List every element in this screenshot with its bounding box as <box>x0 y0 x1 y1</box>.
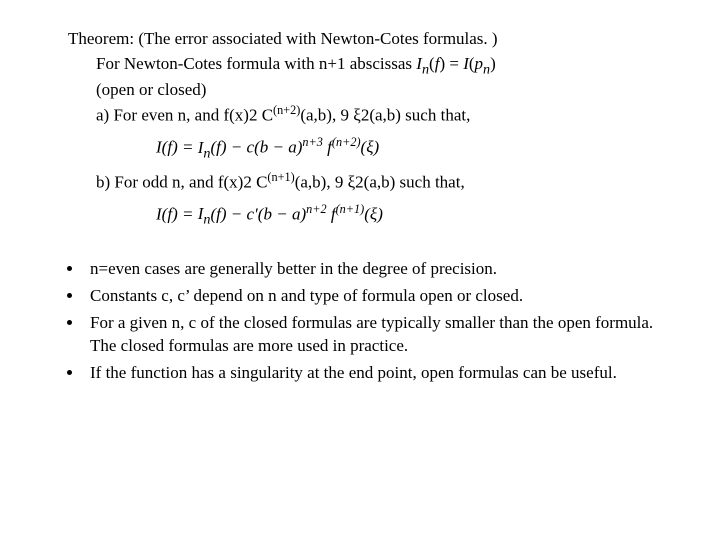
a-c: C <box>257 106 273 125</box>
theorem-block: Theorem: (The error associated with Newt… <box>68 28 680 230</box>
theorem-line-2: (open or closed) <box>96 79 680 102</box>
theorem-line-1: For Newton-Cotes formula with n+1 abscis… <box>96 53 680 80</box>
a-sup: (n+2) <box>273 103 300 117</box>
theorem-title: Theorem: (The error associated with Newt… <box>68 28 680 51</box>
bullet-list: n=even cases are generally better in the… <box>56 258 680 385</box>
theorem-body: For Newton-Cotes formula with n+1 abscis… <box>96 53 680 230</box>
b-in-sym: 2 <box>243 173 252 192</box>
a-exists: 9 <box>340 106 353 125</box>
case-b: b) For odd n, and f(x)2 C(n+1)(a,b), 9 ξ… <box>96 169 680 195</box>
list-item: n=even cases are generally better in the… <box>84 258 680 281</box>
list-item: Constants c, c’ depend on n and type of … <box>84 285 680 308</box>
list-item: For a given n, c of the closed formulas … <box>84 312 680 358</box>
list-item: If the function has a singularity at the… <box>84 362 680 385</box>
slide-content: Theorem: (The error associated with Newt… <box>0 0 720 409</box>
a-ab: (a,b), <box>300 106 340 125</box>
case-a: a) For even n, and f(x)2 C(n+2)(a,b), 9 … <box>96 102 680 128</box>
b-ab: (a,b), <box>295 173 335 192</box>
b-c: C <box>252 173 268 192</box>
b-exists: 9 <box>335 173 348 192</box>
b-post: (a,b) such that, <box>364 173 465 192</box>
formula-a: I(f) = In(f) − c(b − a)n+3 f(n+2)(ξ) <box>156 134 680 163</box>
b-sup: (n+1) <box>267 170 294 184</box>
line1-math: In(f) = I(pn) <box>416 54 496 73</box>
line1-text: For Newton-Cotes formula with n+1 abscis… <box>96 54 416 73</box>
a-pre: a) For even n, and f(x) <box>96 106 249 125</box>
b-in2: 2 <box>355 173 364 192</box>
b-pre: b) For odd n, and f(x) <box>96 173 243 192</box>
a-xi: ξ <box>353 106 361 125</box>
a-post: (a,b) such that, <box>369 106 470 125</box>
formula-b: I(f) = In(f) − c′(b − a)n+2 f(n+1)(ξ) <box>156 201 680 230</box>
